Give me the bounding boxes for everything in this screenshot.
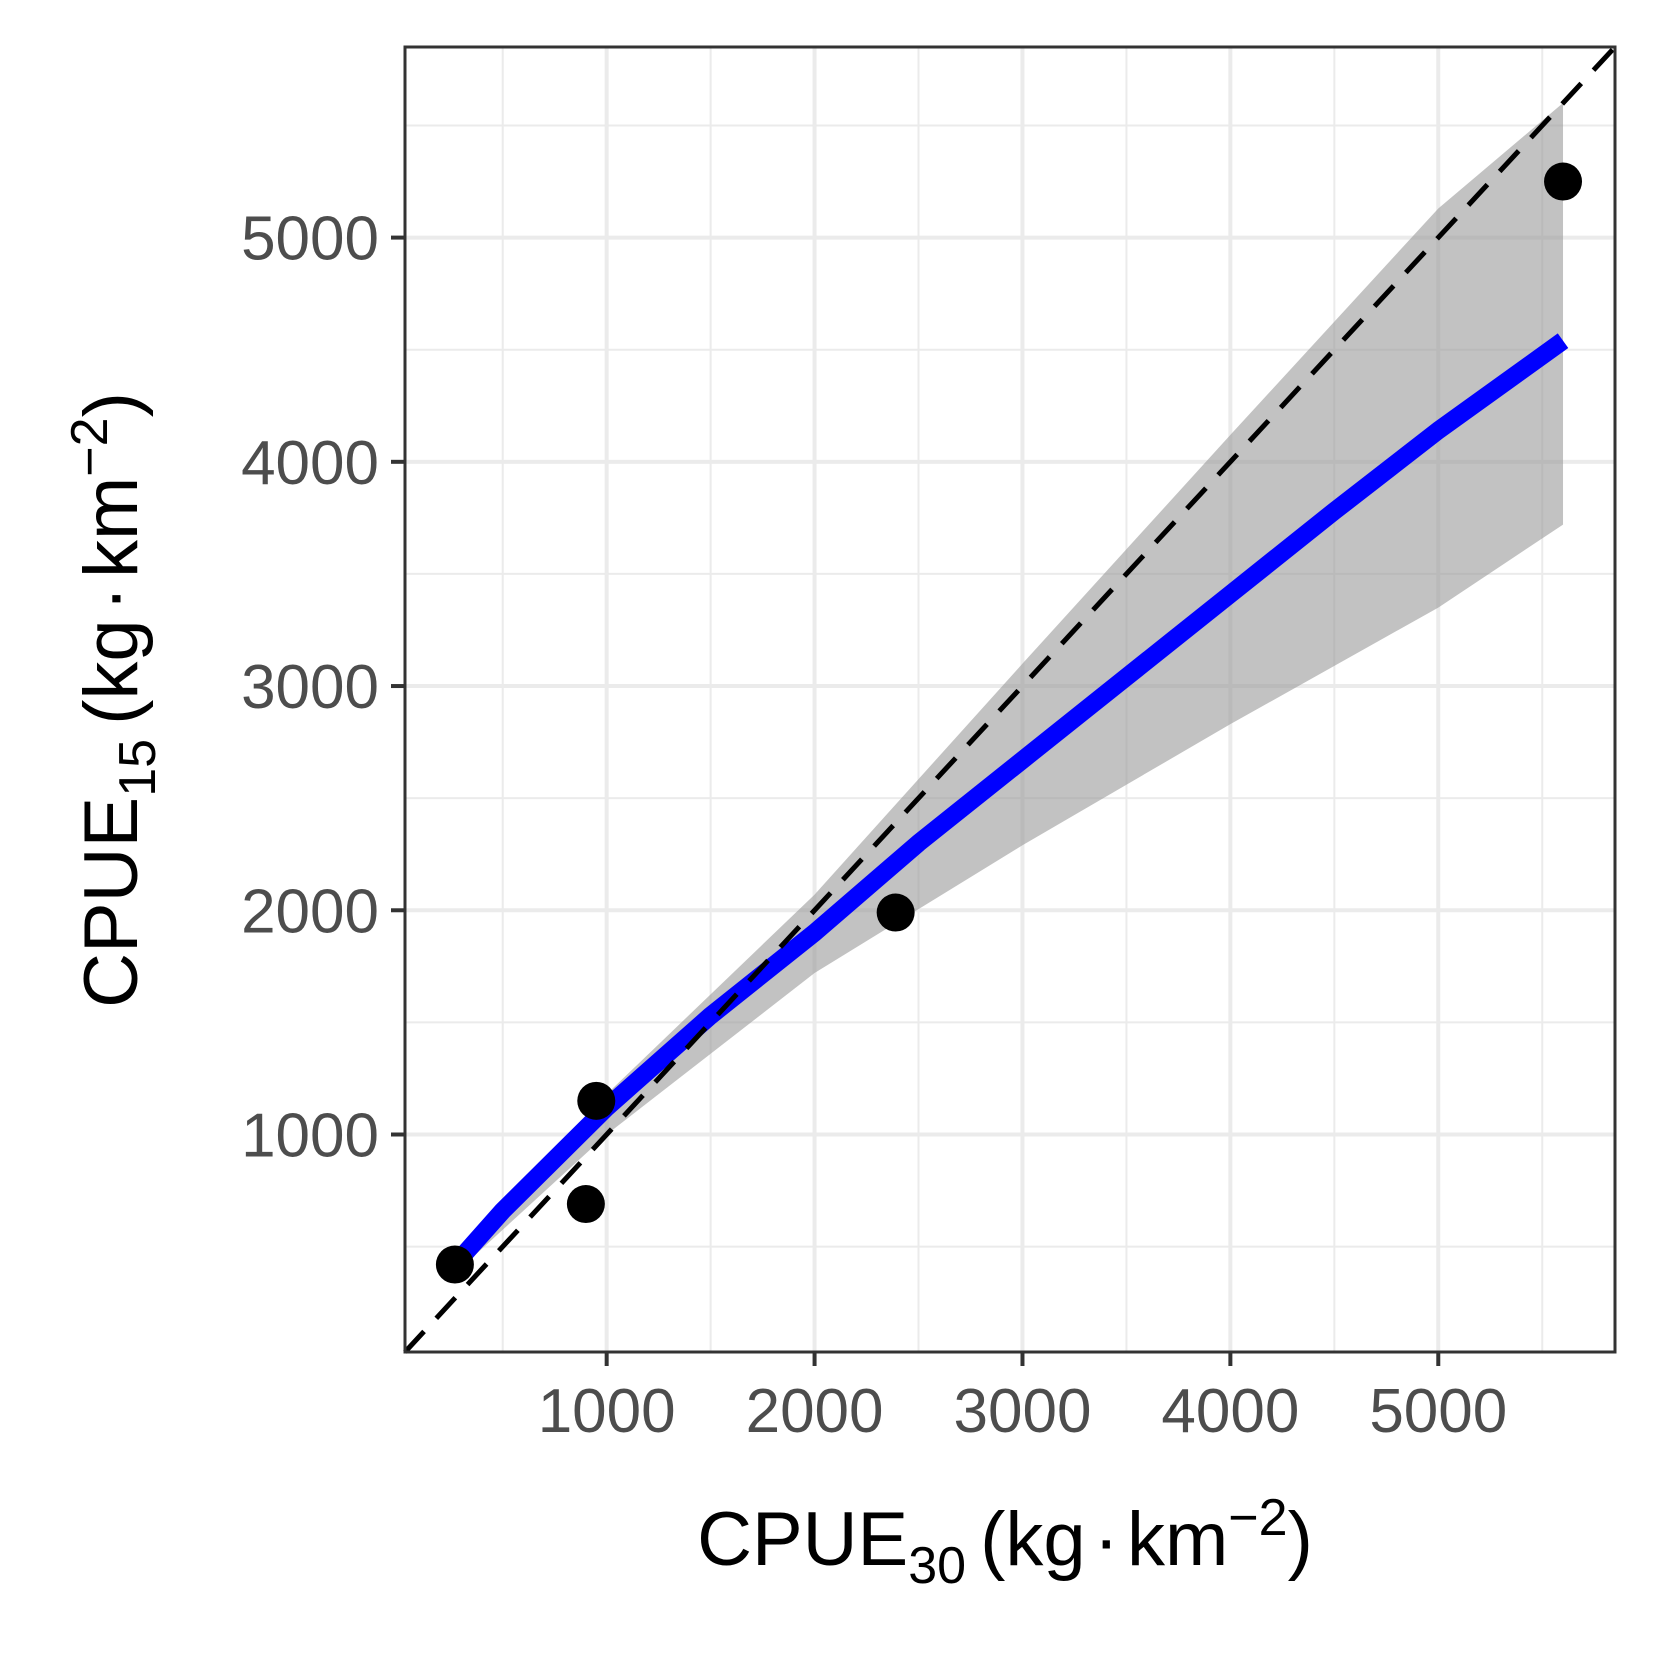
x-axis-title-superscript: −2 (1228, 1489, 1287, 1547)
y-axis-title-subscript: 15 (109, 739, 167, 797)
data-point (1544, 162, 1583, 201)
fit-line-layer (448, 333, 1569, 1271)
x-axis-title-unit-close: ) (1288, 1497, 1313, 1582)
y-axis-title-dot: · (69, 586, 154, 611)
y-axis-title-prefix: CPUE (69, 797, 154, 1008)
data-point (566, 1185, 605, 1224)
y-tick-label: 3000 (241, 653, 379, 722)
reference-line-layer (403, 45, 1617, 1354)
x-axis-title-km: km (1127, 1497, 1228, 1582)
y-axis-title: CPUE15 (kg · km−2) (61, 392, 167, 1008)
y-tick-label: 5000 (241, 205, 379, 274)
x-tick-label: 1000 (538, 1377, 676, 1446)
y-axis-title-km: km (69, 477, 154, 578)
points-layer (435, 162, 1583, 1284)
x-axis-title: CPUE30 (kg · km−2) (697, 1489, 1313, 1595)
x-tick-label: 3000 (954, 1377, 1092, 1446)
y-axis-title-unit-open: (kg (69, 619, 154, 725)
x-axis-title-unit-open: (kg (980, 1497, 1086, 1582)
x-tick-label: 5000 (1369, 1377, 1507, 1446)
x-axis-title-subscript: 30 (908, 1537, 966, 1595)
y-tick-label: 1000 (241, 1102, 379, 1171)
panel-border (403, 45, 1617, 1354)
y-axis-title-unit-close: ) (69, 392, 154, 417)
data-point (577, 1081, 616, 1120)
confidence-band (454, 103, 1564, 1274)
y-axis-title-superscript: −2 (61, 417, 119, 476)
data-point (435, 1245, 474, 1284)
confidence-band-layer (454, 103, 1564, 1274)
ticks: 1000 2000 3000 4000 5000 1000 2000 3000 4000 5000 (241, 205, 1507, 1446)
y-tick-label: 2000 (241, 877, 379, 946)
x-tick-label: 4000 (1161, 1377, 1299, 1446)
x-axis-title-dot: · (1094, 1497, 1119, 1582)
x-axis-title-prefix: CPUE (697, 1497, 908, 1582)
x-tick-label: 2000 (746, 1377, 884, 1446)
y-tick-label: 4000 (241, 429, 379, 498)
reference-line-1-to-1 (403, 45, 1617, 1354)
fit-line (448, 333, 1569, 1271)
data-point (876, 893, 915, 932)
